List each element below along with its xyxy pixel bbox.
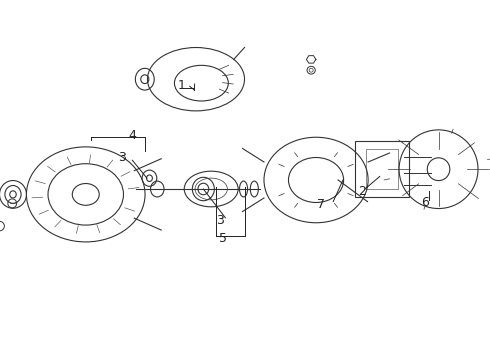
Text: 5: 5 [219,232,227,245]
Text: 4: 4 [128,129,136,141]
Text: 3: 3 [119,151,126,164]
Text: 3: 3 [217,214,224,227]
Text: 1: 1 [177,79,185,92]
Text: 7: 7 [317,198,325,211]
Text: 2: 2 [358,185,366,198]
Text: 6: 6 [421,196,429,209]
